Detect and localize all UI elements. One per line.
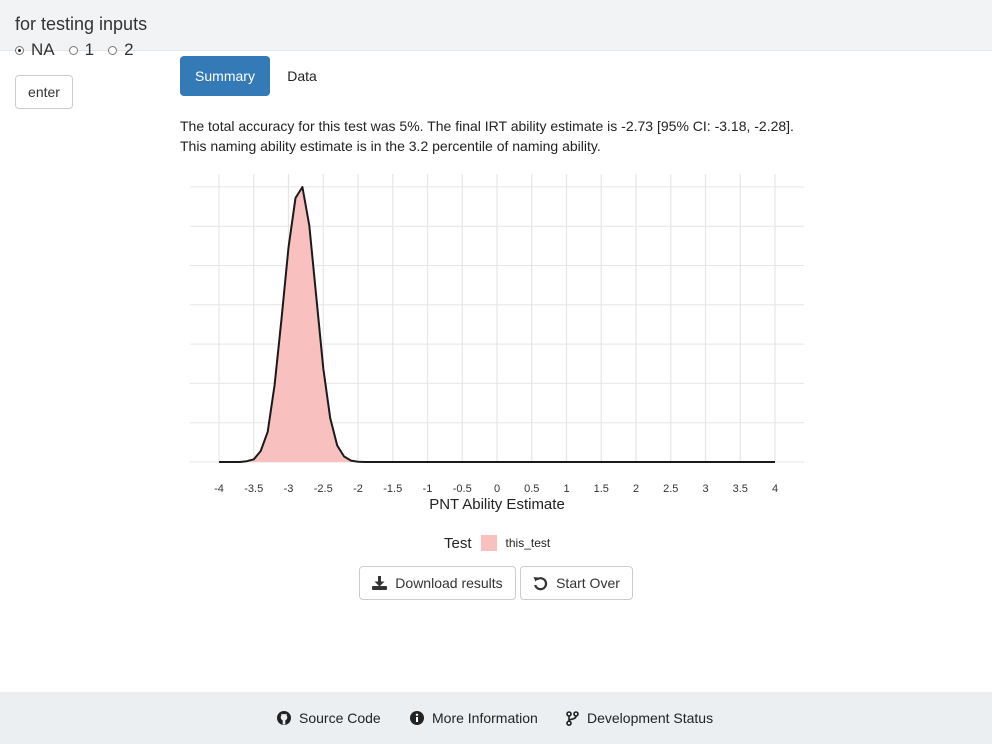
development-status-link[interactable]: Development Status — [566, 692, 713, 744]
enter-button[interactable]: enter — [15, 75, 73, 109]
github-icon — [277, 711, 291, 725]
x-tick-label: 2 — [633, 483, 639, 495]
more-information-link[interactable]: More Information — [410, 692, 538, 744]
x-tick-label: 0 — [494, 483, 500, 495]
x-tick-label: 2.5 — [663, 483, 678, 495]
radio-label: 1 — [84, 40, 95, 59]
chart-series — [219, 186, 775, 463]
testing-radio-group: NA 1 2 — [15, 40, 148, 60]
radio-label: 2 — [124, 40, 134, 59]
development-status-label: Development Status — [587, 710, 714, 726]
tab-data[interactable]: Data — [287, 68, 317, 84]
radio-label: NA — [31, 40, 55, 59]
radio-unselected-icon[interactable] — [108, 45, 118, 55]
testing-inputs-title: for testing inputs — [15, 14, 148, 34]
radio-unselected-icon[interactable] — [68, 45, 78, 55]
x-tick-label: -1 — [423, 483, 433, 495]
x-tick-label: -3.5 — [244, 483, 263, 495]
x-tick-label: 3 — [702, 483, 708, 495]
x-tick-label: -3 — [284, 483, 294, 495]
x-tick-label: -0.5 — [453, 483, 472, 495]
undo-icon — [533, 576, 548, 591]
radio-option-2[interactable]: 2 — [108, 40, 134, 60]
ability-density-chart: -4 -3.5 -3 -2.5 -2 -1.5 -1 -0.5 0 0.5 1 1.5 2 2.5 3 3.5… — [180, 170, 820, 525]
code-branch-icon — [566, 710, 579, 726]
download-icon — [372, 576, 388, 590]
footer: Source Code More Information Development… — [0, 692, 992, 744]
x-tick-label: -4 — [214, 483, 224, 495]
x-tick-label: -2.5 — [314, 483, 333, 495]
chart-x-ticks: -4 -3.5 -3 -2.5 -2 -1.5 -1 -0.5 0 0.5 1 1.5 2 2.5 3 3.5… — [214, 483, 778, 495]
x-axis-label: PNT Ability Estimate — [429, 496, 565, 513]
density-area — [219, 187, 775, 462]
x-tick-label: 3.5 — [733, 483, 748, 495]
x-tick-label: -1.5 — [383, 483, 402, 495]
top-bar — [0, 0, 992, 51]
radio-option-1[interactable]: 1 — [68, 40, 95, 60]
density-line — [219, 186, 775, 463]
more-information-label: More Information — [432, 710, 538, 726]
chart-legend: Test this_test — [444, 533, 550, 553]
source-code-link[interactable]: Source Code — [277, 692, 381, 744]
summary-text: The total accuracy for this test was 5%.… — [180, 116, 830, 156]
start-over-button[interactable]: Start Over — [520, 566, 633, 600]
summary-line-accuracy: The total accuracy for this test was 5%.… — [180, 118, 794, 134]
legend-label: this_test — [505, 536, 551, 550]
source-code-label: Source Code — [299, 710, 381, 726]
download-results-button[interactable]: Download results — [359, 566, 516, 600]
start-over-label: Start Over — [556, 575, 620, 591]
summary-line-percentile: This naming ability estimate is in the 3… — [180, 138, 601, 154]
x-tick-label: 4 — [772, 483, 778, 495]
legend-title: Test — [444, 534, 472, 552]
info-icon — [410, 711, 424, 725]
chart-svg: -4 -3.5 -3 -2.5 -2 -1.5 -1 -0.5 0 0.5 1 1.5 2 2.5 3 3.5… — [190, 174, 804, 513]
radio-option-na[interactable]: NA — [15, 40, 55, 60]
x-tick-label: 0.5 — [524, 483, 539, 495]
download-label: Download results — [395, 575, 503, 591]
tab-summary[interactable]: Summary — [180, 56, 270, 96]
radio-selected-icon[interactable] — [15, 45, 24, 55]
x-tick-label: -2 — [353, 483, 363, 495]
x-tick-label: 1 — [563, 483, 569, 495]
legend-swatch — [480, 535, 497, 551]
x-tick-label: 1.5 — [594, 483, 609, 495]
